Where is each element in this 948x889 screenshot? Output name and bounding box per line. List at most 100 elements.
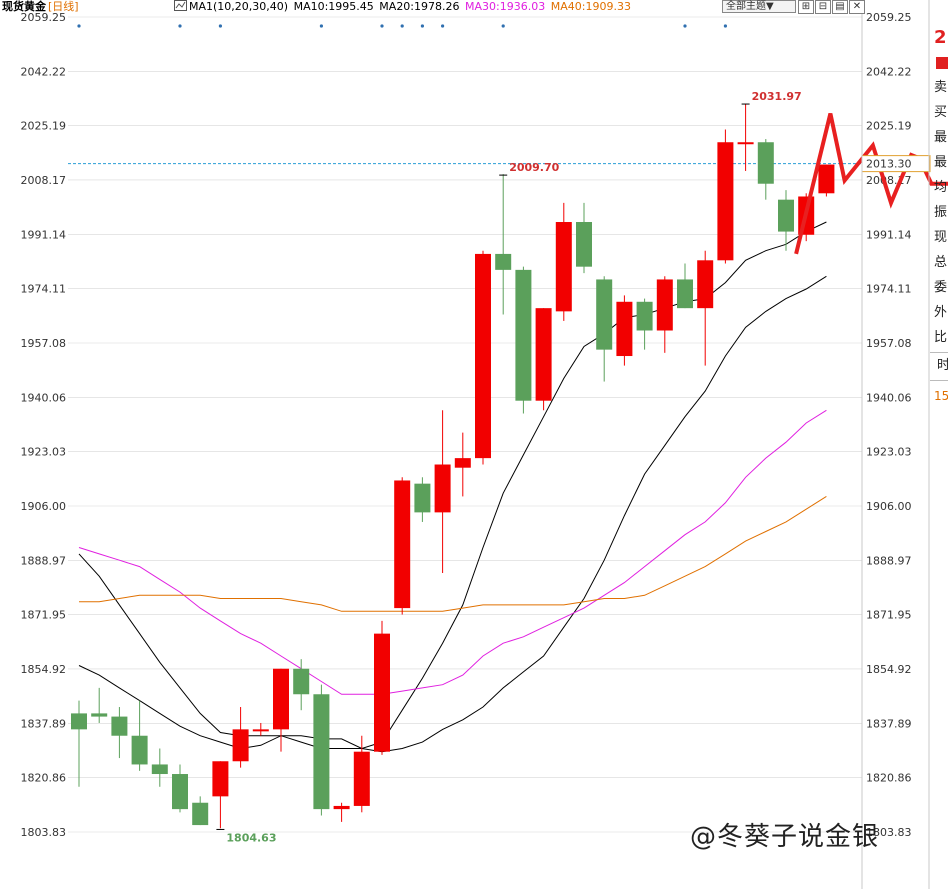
y-tick-label-left: 1957.08 xyxy=(21,337,67,350)
chart-header: 现货黄金 [日线] xyxy=(2,0,81,14)
candle xyxy=(353,735,370,813)
candle-body xyxy=(757,142,774,184)
candle xyxy=(778,190,794,251)
y-axis-right: 2059.25 2042.22 2025.19 2008.17 1991.14 1974.… xyxy=(866,11,912,839)
candle xyxy=(656,276,673,353)
theme-select[interactable]: 全部主题▼ xyxy=(722,0,796,13)
candle xyxy=(131,700,148,771)
candle xyxy=(596,276,613,382)
candle-body xyxy=(232,729,249,762)
candle-body xyxy=(212,761,229,797)
y-tick-label-left: 1820.86 xyxy=(21,772,67,785)
candle xyxy=(434,410,451,574)
candle-body xyxy=(273,668,289,730)
event-markers xyxy=(77,24,728,28)
side-down-arrow-icon xyxy=(936,57,948,69)
candle xyxy=(717,129,734,264)
event-marker-icon xyxy=(420,24,424,28)
y-tick-label-right: 1940.06 xyxy=(866,391,912,404)
candle-body xyxy=(434,464,451,513)
candle xyxy=(111,707,128,759)
candle-body xyxy=(192,802,209,826)
ma30-label: MA30:1936.03 xyxy=(465,0,546,13)
watermark: @冬葵子说金银 xyxy=(690,822,880,852)
ma-set-label[interactable]: MA1(10,20,30,40) xyxy=(189,0,289,13)
candle xyxy=(616,295,633,366)
side-row-9: 外 xyxy=(934,305,948,320)
candle xyxy=(677,263,693,309)
y-tick-label-left: 2025.19 xyxy=(21,120,67,133)
candles xyxy=(71,103,835,829)
candle-body xyxy=(454,458,471,468)
candle xyxy=(232,707,249,768)
candle-body xyxy=(172,774,188,810)
candle xyxy=(293,659,310,711)
side-value-fragment: 15 xyxy=(934,389,948,403)
candle-body xyxy=(394,480,411,609)
candle-body xyxy=(576,222,592,267)
y-tick-label-left: 1906.00 xyxy=(21,500,67,513)
candle xyxy=(555,202,572,321)
candle-body xyxy=(616,301,633,357)
candle-body xyxy=(737,142,754,145)
candle xyxy=(737,103,754,171)
candle xyxy=(374,620,390,755)
candle xyxy=(495,174,512,315)
side-row-1: 买 xyxy=(934,105,948,120)
side-row-5: 振 xyxy=(934,205,948,220)
candle-body xyxy=(333,805,350,810)
price-grid xyxy=(68,16,862,833)
candle-body xyxy=(293,668,310,695)
candle-body xyxy=(71,713,87,730)
candle xyxy=(172,764,188,813)
candle-body xyxy=(717,142,734,261)
y-tick-label-right: 1991.14 xyxy=(866,228,912,241)
candle xyxy=(576,202,592,274)
y-tick-label-left: 1888.97 xyxy=(21,554,67,567)
y-tick-label-left: 1854.92 xyxy=(21,663,67,676)
y-tick-label-left: 1837.89 xyxy=(21,717,67,730)
candle xyxy=(535,308,552,411)
ma-settings-icon[interactable] xyxy=(174,0,187,11)
window-icon[interactable]: ▤ xyxy=(832,0,848,14)
candle xyxy=(313,684,330,816)
side-row-4: 均 xyxy=(934,180,948,195)
ma-line-ma30 xyxy=(78,409,827,695)
side-time-label[interactable]: 时 xyxy=(937,358,948,373)
y-axis-left: 2059.25 2042.22 2025.19 2008.17 1991.14 1974.… xyxy=(21,11,67,839)
candle-body xyxy=(555,222,572,312)
candle xyxy=(636,298,653,350)
candle-body xyxy=(91,713,108,717)
event-marker-icon xyxy=(178,24,182,28)
event-marker-icon xyxy=(683,24,687,28)
event-marker-icon xyxy=(319,24,323,28)
y-tick-label-right: 1923.03 xyxy=(866,446,912,459)
y-tick-label-right: 1871.95 xyxy=(866,609,912,622)
candle-body xyxy=(313,694,330,810)
candle xyxy=(394,477,411,615)
side-row-2: 最 xyxy=(934,130,948,145)
period-label[interactable]: [日线] xyxy=(48,0,79,13)
grid-toggle-icon[interactable]: ⊞ xyxy=(798,0,814,14)
y-tick-label-right: 1888.97 xyxy=(866,554,912,567)
candle-body xyxy=(111,716,128,736)
side-row-0: 卖 xyxy=(934,80,948,95)
candle-body xyxy=(656,279,673,331)
candle xyxy=(475,250,491,465)
candle-body xyxy=(535,308,552,401)
candle xyxy=(71,700,87,787)
candle-body xyxy=(636,301,653,331)
close-icon[interactable]: ✕ xyxy=(849,0,865,14)
y-tick-label-right: 2008.17 xyxy=(866,174,912,187)
ma-line-ma20 xyxy=(78,275,827,753)
candle-body xyxy=(151,764,168,775)
candle xyxy=(333,802,350,822)
y-tick-label-left: 1974.11 xyxy=(21,283,67,296)
candle xyxy=(212,761,229,829)
event-marker-icon xyxy=(441,24,445,28)
layout-icon[interactable]: ⊟ xyxy=(815,0,831,14)
y-tick-label-right: 1854.92 xyxy=(866,663,912,676)
y-tick-label-left: 1803.83 xyxy=(21,826,67,839)
price-annotations: 2031.97 2009.70 1804.63 xyxy=(216,90,802,844)
side-time-divider-2 xyxy=(930,380,948,381)
